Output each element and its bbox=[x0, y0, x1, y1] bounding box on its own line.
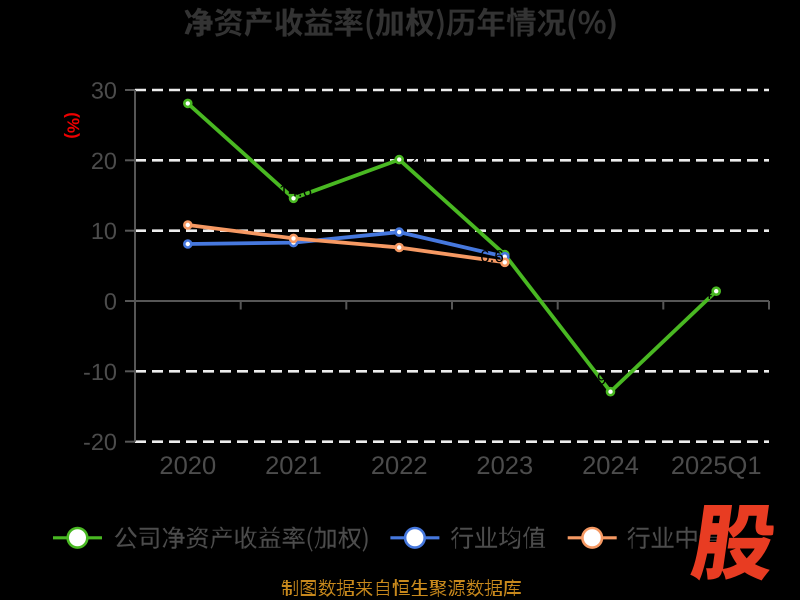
marker-s0-2022[interactable] bbox=[394, 154, 405, 165]
legend-label-glyphs bbox=[451, 526, 546, 549]
axes bbox=[125, 89, 770, 443]
legend-label-glyph-path bbox=[114, 526, 368, 552]
y-axis-tick-labels: 30 20 10 0 -10 -20 bbox=[83, 77, 117, 455]
chart-title-glyph-path bbox=[184, 7, 616, 40]
value-label: 6.6 bbox=[480, 247, 504, 266]
legend-label-glyphs bbox=[114, 526, 368, 552]
caption-glyphs bbox=[281, 579, 521, 597]
y-tick-label: 10 bbox=[91, 218, 117, 244]
legend-marker-icon bbox=[66, 526, 89, 549]
logo bbox=[690, 505, 774, 581]
x-tick-label: 2024 bbox=[582, 452, 639, 480]
marker-s0-2024[interactable] bbox=[605, 386, 616, 397]
marker-s2-2023[interactable] bbox=[499, 257, 510, 268]
marker-s2-2022[interactable] bbox=[394, 242, 405, 253]
marker-s0-2025Q1[interactable] bbox=[711, 286, 722, 297]
x-tick-label: 2021 bbox=[265, 452, 322, 480]
x-tick-label: 2023 bbox=[476, 452, 533, 480]
value-label: 20.1 bbox=[408, 151, 441, 170]
x-tick-label: 2020 bbox=[159, 452, 216, 480]
series-layer bbox=[183, 98, 722, 397]
marker-s0-2020[interactable] bbox=[183, 98, 193, 109]
value-labels-layer: 28.1 14.6 20.1 6.6 -12.9 1.4 bbox=[171, 70, 712, 388]
series-line-0 bbox=[185, 101, 719, 394]
value-label: 28.1 bbox=[171, 70, 204, 89]
legend-label-glyph-path bbox=[451, 526, 546, 549]
marker-s1-2020[interactable] bbox=[183, 239, 193, 249]
x-axis-tick-labels: 2020 2021 2022 2023 2024 2025Q1 bbox=[159, 452, 761, 480]
series-line-2 bbox=[185, 223, 507, 265]
chart-title bbox=[184, 7, 616, 40]
x-tick-label: 2025Q1 bbox=[671, 452, 762, 480]
caption-glyph-path bbox=[281, 579, 521, 597]
x-tick-label: 2022 bbox=[371, 452, 428, 480]
series-line-1 bbox=[185, 230, 507, 259]
marker-s2-2021[interactable] bbox=[288, 233, 299, 244]
y-tick-label: 30 bbox=[91, 77, 117, 103]
value-label: 1.4 bbox=[689, 284, 713, 303]
y-tick-label: 0 bbox=[104, 288, 117, 314]
marker-s0-2021[interactable] bbox=[288, 193, 299, 204]
legend-item-industry-mean[interactable] bbox=[390, 526, 546, 549]
y-axis-name: (%) bbox=[64, 112, 83, 138]
legend-marker-icon bbox=[581, 526, 604, 549]
y-tick-label: -20 bbox=[83, 429, 117, 455]
logo-glyph-path bbox=[690, 505, 774, 581]
y-tick-label: 20 bbox=[91, 148, 117, 174]
marker-s2-2020[interactable] bbox=[183, 220, 193, 230]
legend-marker-icon bbox=[403, 526, 427, 549]
legend-item-company-roe[interactable] bbox=[53, 526, 368, 552]
value-label: -12.9 bbox=[568, 370, 607, 389]
marker-s1-2022[interactable] bbox=[394, 227, 405, 237]
value-label: 14.6 bbox=[279, 181, 312, 200]
y-tick-label: -10 bbox=[83, 359, 117, 385]
